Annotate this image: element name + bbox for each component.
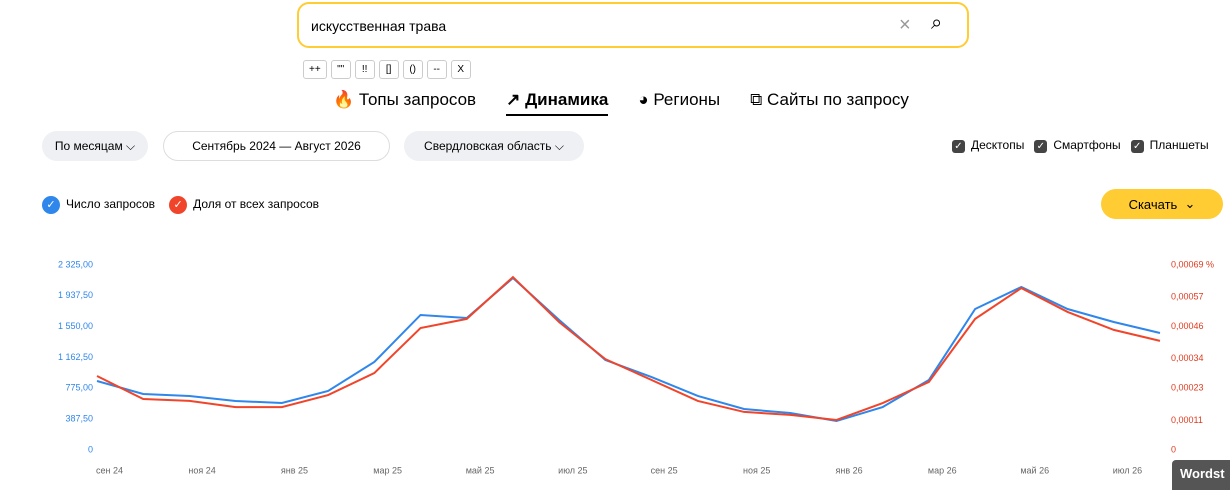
x-tick-label: ноя 24 [188, 465, 215, 475]
y-tick-label: 0 [88, 444, 93, 454]
series-line [96, 275, 1161, 421]
legend-check: ✓ [169, 196, 188, 214]
tab-label: Сайты по запросу [767, 90, 909, 109]
x-tick-label: янв 25 [281, 465, 308, 475]
y2-tick-label: 0,00034 [1171, 353, 1204, 363]
tabs: 🔥 Топы запросов ↗ Динамика ◕ Регионы ⧉ Сайт… [333, 90, 909, 116]
x-tick-label: сен 25 [651, 465, 678, 475]
operator-button[interactable]: !! [354, 60, 375, 79]
legend: ✓ Число запросов ✓ Доля от всех запросов [42, 196, 319, 214]
region-select[interactable]: Свердловская область ⌵ [404, 131, 584, 161]
y-tick-label: 1 162,50 [58, 352, 93, 362]
operators: ++ ""!![]() -- X [303, 60, 471, 79]
legend-check: ✓ [42, 196, 60, 214]
legend-label: Число запросов [66, 197, 156, 212]
operator-button[interactable]: X [450, 60, 471, 79]
tab[interactable]: 🔥 Топы запросов [333, 90, 477, 109]
download-label: Скачать [1128, 196, 1178, 212]
x-tick-label: май 25 [466, 465, 495, 475]
operator-button[interactable]: [] [378, 60, 399, 79]
corner-text: Wordst [1180, 466, 1225, 481]
clear-icon[interactable]: × [899, 14, 911, 36]
device-checkbox[interactable]: Смартфоны [1034, 138, 1120, 153]
series-line [96, 276, 1161, 423]
download-button[interactable]: Скачать ⌄ [1101, 189, 1223, 219]
period: По месяцам [54, 139, 123, 153]
legend-item[interactable]: ✓ Доля от всех запросов [169, 196, 319, 214]
operator-button[interactable]: "" [330, 60, 351, 79]
range: Сентябрь 2024 — Август 2026 [192, 139, 361, 153]
x-tick-label: июл 26 [1113, 465, 1142, 475]
tab-label: Регионы [653, 90, 721, 109]
y-tick-label: 1 937,50 [58, 290, 93, 300]
y-tick-label: 387,50 [65, 414, 93, 424]
y2-tick-label: 0,00011 [1171, 415, 1203, 425]
y-tick-label: 1 550,00 [58, 321, 93, 331]
tab[interactable]: ⧉ Сайты по запросу [750, 90, 909, 109]
legend-item[interactable]: ✓ Число запросов [42, 196, 155, 214]
legend-label: Доля от всех запросов [193, 197, 319, 212]
operator-button[interactable]: ++ [303, 60, 327, 79]
search-box[interactable]: искусственная трава × ⌕ [297, 2, 969, 48]
x-tick-label: июл 25 [558, 465, 587, 475]
range-select[interactable]: Сентябрь 2024 — Август 2026 [163, 131, 390, 161]
devices: Десктопы Смартфоны Планшеты [952, 138, 1209, 153]
x-tick-label: ноя 25 [743, 465, 770, 475]
y2-tick-label: 0,00046 [1171, 321, 1204, 331]
region: Свердловская область [424, 139, 552, 153]
tab-label: Динамика [525, 90, 609, 109]
search-icon[interactable]: ⌕ [931, 12, 943, 34]
tab[interactable]: ◕ Регионы [638, 90, 721, 109]
y2-tick-label: 0,00023 [1171, 383, 1204, 393]
device-checkbox[interactable]: Десктопы [952, 138, 1024, 153]
tab-label: Топы запросов [358, 90, 477, 109]
y2-tick-label: 0,00057 [1171, 292, 1204, 302]
y-tick-label: 2 325,00 [58, 259, 93, 269]
tab[interactable]: ↗ Динамика [506, 90, 609, 116]
operator-button[interactable]: -- [426, 60, 447, 79]
y-tick-label: 775,00 [65, 383, 93, 393]
device-checkbox[interactable]: Планшеты [1131, 138, 1209, 153]
x-tick-label: мар 26 [928, 465, 957, 475]
x-tick-label: май 26 [1020, 465, 1049, 475]
period-select[interactable]: По месяцам ⌵ [42, 131, 148, 161]
operator-button[interactable]: () [402, 60, 423, 79]
y2-tick-label: 0 [1171, 444, 1176, 454]
search-query: искусственная трава [311, 18, 447, 34]
corner-badge: Wordst [1172, 460, 1230, 490]
x-tick-label: сен 24 [96, 465, 123, 475]
x-tick-label: янв 26 [835, 465, 862, 475]
x-tick-label: мар 25 [373, 465, 402, 475]
y2-tick-label: 0,00069 % [1171, 259, 1214, 269]
